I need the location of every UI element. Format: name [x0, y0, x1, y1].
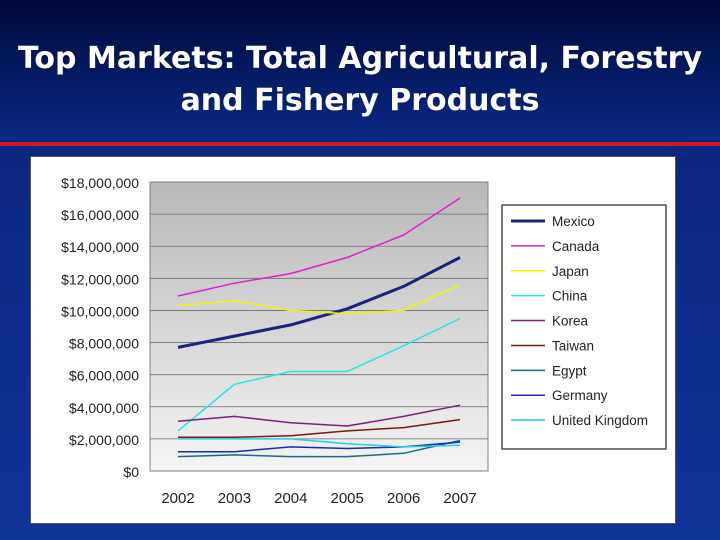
- series-line-japan: [177, 284, 461, 315]
- legend-label: China: [552, 289, 588, 304]
- x-tick-label: 2006: [387, 490, 420, 507]
- title-band: [0, 0, 720, 140]
- x-tick-label: 2003: [218, 490, 251, 507]
- chart-frame: $0 $2,000,000 $4,000,000 $6,000,000 $8,000,0…: [30, 156, 676, 524]
- x-tick-label: 2002: [161, 490, 194, 507]
- y-tick-label: $14,000,000: [61, 239, 139, 255]
- legend-label: Japan: [552, 264, 589, 279]
- title-line-1: Top Markets: Total Agricultural, Forestr…: [17, 41, 703, 76]
- y-tick-label: $16,000,000: [61, 207, 139, 223]
- title-divider: [0, 142, 720, 146]
- legend-label: Taiwan: [552, 338, 594, 353]
- y-tick-label: $10,000,000: [61, 303, 139, 319]
- y-tick-label: $12,000,000: [61, 271, 139, 287]
- series-line-united-kingdom: [178, 438, 461, 448]
- y-tick-label: $0: [123, 464, 139, 480]
- y-tick-label: $18,000,000: [61, 175, 139, 191]
- legend-label: Mexico: [552, 214, 595, 229]
- legend-label: Germany: [552, 388, 608, 403]
- y-tick-label: $6,000,000: [69, 368, 139, 384]
- series-line-mexico: [177, 256, 461, 349]
- x-tick-label: 2005: [331, 490, 364, 507]
- legend-label: United Kingdom: [552, 413, 648, 428]
- series-line-taiwan: [178, 418, 461, 439]
- y-tick-label: $2,000,000: [69, 432, 139, 448]
- series-line-canada: [177, 197, 461, 297]
- series-line-china: [177, 317, 461, 432]
- series-line-egypt: [177, 439, 461, 458]
- x-tick-label: 2004: [274, 490, 307, 507]
- title-line-2: and Fishery Products: [180, 83, 540, 118]
- line-chart: $0 $2,000,000 $4,000,000 $6,000,000 $8,000,0…: [61, 175, 667, 507]
- legend-label: Egypt: [552, 363, 587, 378]
- y-tick-label: $8,000,000: [69, 336, 139, 352]
- legend-label: Korea: [552, 314, 589, 329]
- y-tick-label: $4,000,000: [69, 400, 139, 416]
- plot-area: [149, 181, 489, 472]
- x-tick-label: 2007: [443, 490, 476, 507]
- series-line-korea: [177, 404, 461, 427]
- slide-title: Top Markets: Total Agricultural, Forestr…: [0, 38, 720, 122]
- legend-label: Canada: [552, 239, 600, 254]
